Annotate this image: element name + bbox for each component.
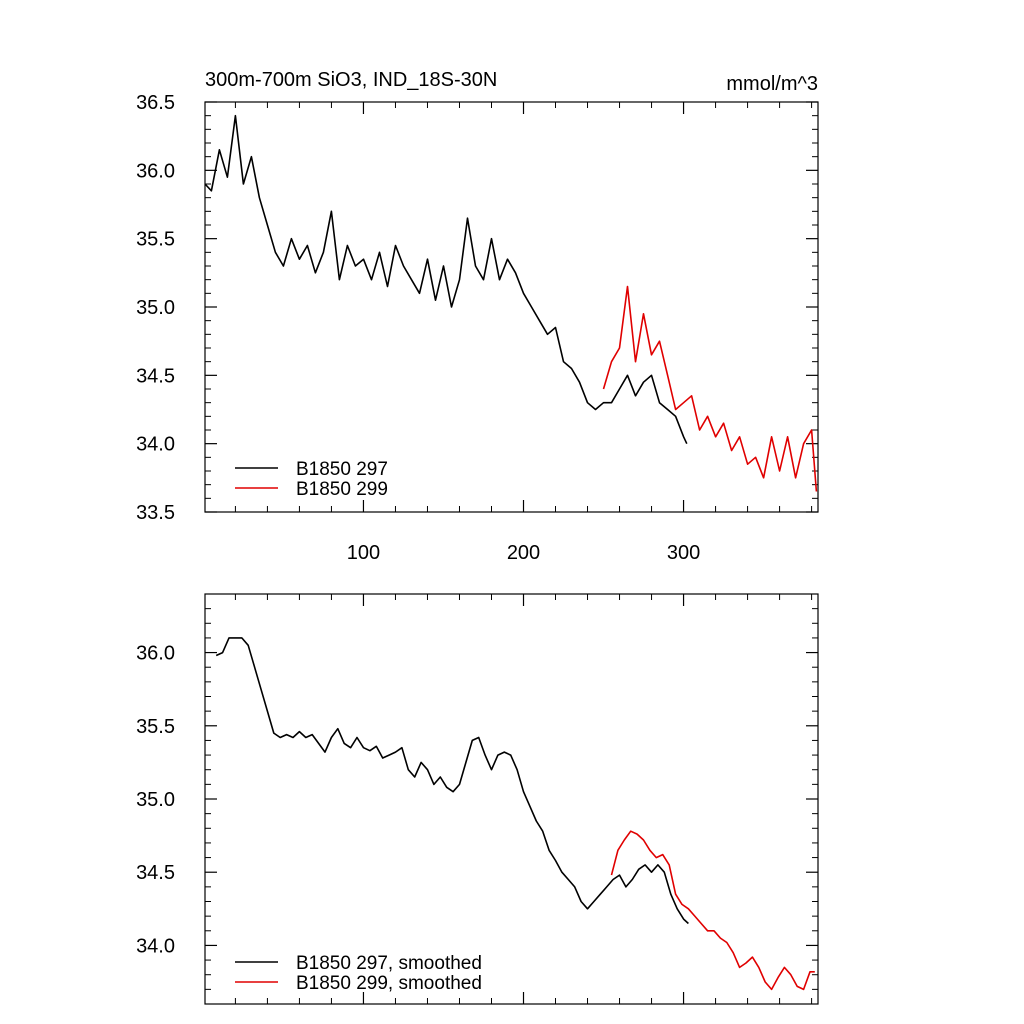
y-tick-label: 36.5 — [136, 92, 175, 114]
legend-label: B1850 299, smoothed — [296, 973, 482, 994]
x-tick-label: 300 — [667, 542, 700, 564]
y-tick-label: 36.0 — [136, 160, 175, 182]
y-tick-label: 35.0 — [136, 789, 175, 811]
y-tick-label: 34.5 — [136, 365, 175, 387]
panel-top-chart: 300m-700m SiO3, IND_18S-30N mmol/m^3 33.… — [136, 69, 818, 564]
panel-top-frame — [205, 102, 818, 512]
panel-bottom-series-group — [216, 638, 815, 990]
panel-bottom-chart: 34.0 34.5 35.0 35.5 36.0 B1850 297, smoothed… — [136, 594, 818, 1004]
y-tick-label: 33.5 — [136, 502, 175, 524]
x-tick-label: 100 — [347, 542, 380, 564]
panel-top-title: 300m-700m SiO3, IND_18S-30N — [205, 69, 497, 91]
legend-label: B1850 299 — [296, 479, 388, 500]
y-tick-label: 34.5 — [136, 862, 175, 884]
series-line-b1850-297 — [205, 116, 687, 444]
legend-label: B1850 297 — [296, 459, 388, 480]
panel-top-series-group — [205, 116, 816, 492]
y-tick-label: 35.5 — [136, 716, 175, 738]
panel-top-axes: 33.5 34.0 34.5 35.0 35.5 36.0 36.5 100 200 300 — [136, 92, 818, 564]
x-tick-label: 200 — [507, 542, 540, 564]
series-line-b1850-297 — [216, 638, 688, 924]
legend-label: B1850 297, smoothed — [296, 953, 482, 974]
y-tick-label: 36.0 — [136, 643, 175, 665]
series-line-b1850-299 — [604, 287, 817, 492]
panel-bottom-axes: 34.0 34.5 35.0 35.5 36.0 — [136, 594, 818, 1004]
figure: 300m-700m SiO3, IND_18S-30N mmol/m^3 33.… — [0, 0, 1024, 1024]
y-tick-label: 34.0 — [136, 434, 175, 456]
y-tick-label: 35.0 — [136, 297, 175, 319]
y-tick-label: 35.5 — [136, 229, 175, 251]
series-line-b1850-299 — [612, 831, 815, 989]
panel-top-units-label: mmol/m^3 — [726, 73, 818, 95]
y-tick-label: 34.0 — [136, 935, 175, 957]
